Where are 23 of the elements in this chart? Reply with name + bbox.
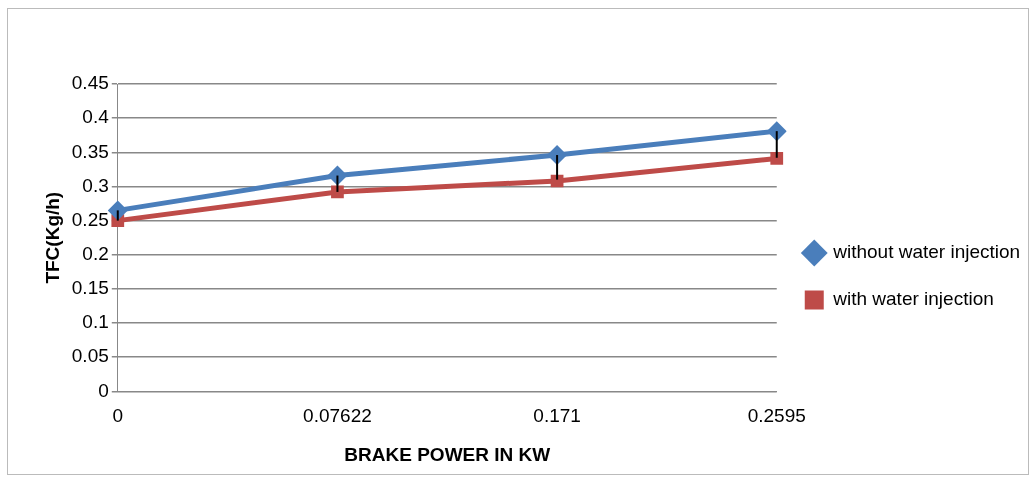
x-tick-label: 0.07622 xyxy=(303,405,372,427)
x-tick-label: 0.171 xyxy=(533,405,581,427)
y-tick-label: 0.3 xyxy=(82,174,109,196)
y-tick-label: 0 xyxy=(98,379,109,401)
legend-label: with water injection xyxy=(832,288,994,310)
point xyxy=(547,145,568,166)
x-tick-label: 0 xyxy=(112,405,124,427)
y-tick-label: 0.25 xyxy=(71,208,109,230)
y-tick-label: 0.35 xyxy=(71,140,109,162)
y-tick-label: 0.1 xyxy=(82,311,109,333)
x-tick-label: 0.2595 xyxy=(747,405,806,427)
legend-label: without water injection xyxy=(832,241,1021,263)
point xyxy=(770,152,784,165)
x-axis-title: BRAKE POWER IN KW xyxy=(344,443,551,465)
point xyxy=(766,121,787,142)
point xyxy=(327,165,348,186)
y-axis-title: TFC(Kg/h) xyxy=(41,191,63,284)
y-tick-label: 0.15 xyxy=(71,277,109,299)
point xyxy=(107,200,128,221)
y-tick-label: 0.2 xyxy=(82,243,109,265)
y-tick-label: 0.45 xyxy=(71,72,109,94)
y-tick-label: 0.05 xyxy=(71,345,109,367)
y-tick-label: 0.4 xyxy=(82,106,110,128)
